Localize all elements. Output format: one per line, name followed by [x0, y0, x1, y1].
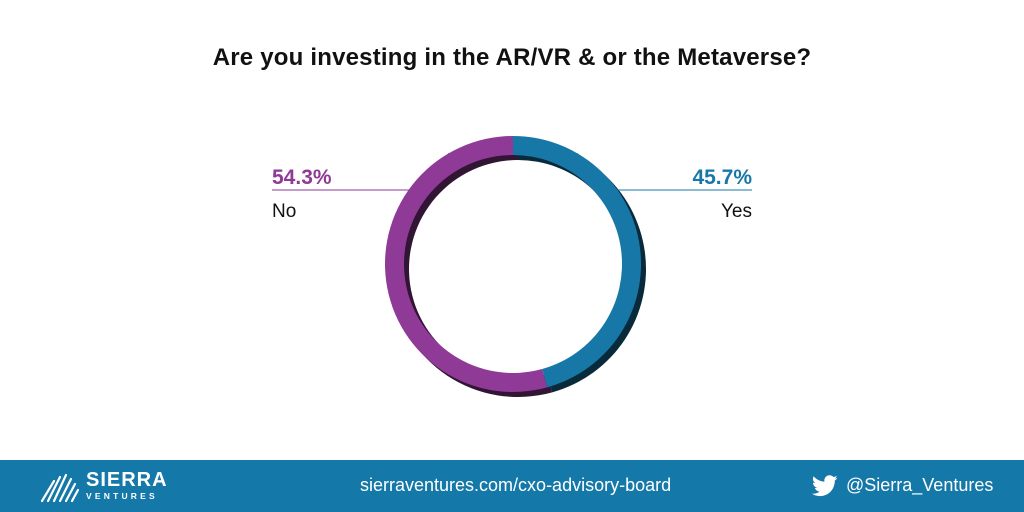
slice-value-label-yes: 45.7%: [692, 166, 752, 189]
donut-slice-no: [384, 136, 548, 392]
logo-subtext: VENTURES: [86, 491, 158, 501]
slice-category-label-no: No: [272, 201, 296, 222]
leader-line-no: [272, 152, 450, 191]
footer-url-link[interactable]: sierraventures.com/cxo-advisory-board: [360, 475, 672, 495]
donut-slice-yes: [513, 136, 641, 388]
twitter-handle[interactable]: @Sierra_Ventures: [846, 475, 994, 495]
logo-mark-icon: [40, 473, 80, 503]
footer-bar: SIERRA VENTURES sierraventures.com/cxo-a…: [0, 460, 1024, 512]
donut-slices: [384, 136, 641, 392]
sierra-ventures-logo[interactable]: SIERRA VENTURES: [40, 469, 168, 505]
twitter-icon[interactable]: [812, 475, 838, 497]
slice-labels: 45.7% Yes 54.3% No: [272, 152, 752, 222]
slice-category-label-yes: Yes: [721, 201, 752, 222]
leader-line-yes: [576, 152, 752, 191]
logo-wordmark: SIERRA: [86, 469, 168, 491]
slice-shadow-no: [389, 141, 553, 397]
chart-title: Are you investing in the AR/VR & or the …: [212, 44, 812, 71]
slice-value-label-no: 54.3%: [272, 166, 332, 189]
donut-chart: 45.7% Yes 54.3% No: [272, 136, 752, 397]
